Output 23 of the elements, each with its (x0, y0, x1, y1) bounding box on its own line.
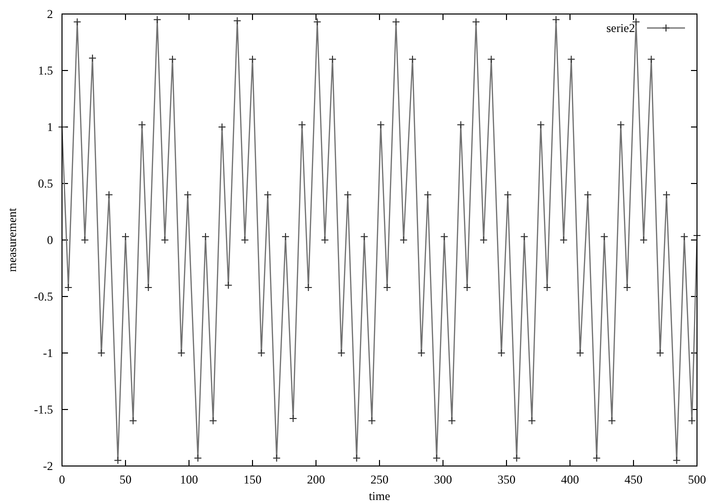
x-tick-label: 200 (307, 472, 325, 487)
y-tick-label: 1.5 (38, 63, 53, 78)
y-tick-label: 2 (47, 6, 53, 21)
x-tick-label: 50 (120, 472, 132, 487)
y-tick-label: 0 (47, 232, 53, 247)
x-tick-label: 150 (244, 472, 262, 487)
x-tick-label: 450 (624, 472, 642, 487)
x-tick-label: 0 (59, 472, 65, 487)
legend-label: serie2 (606, 21, 635, 35)
x-tick-label: 300 (434, 472, 452, 487)
y-tick-label: -1.5 (34, 402, 53, 416)
x-tick-label: 100 (180, 472, 198, 487)
x-tick-label: 500 (688, 472, 706, 487)
y-tick-label: 1 (47, 120, 53, 134)
x-tick-label: 250 (370, 472, 388, 487)
x-tick-label: 400 (561, 472, 579, 487)
x-axis-title: time (368, 489, 390, 503)
y-axis-title: measurement (5, 207, 19, 272)
y-tick-label: -1 (43, 346, 53, 360)
y-tick-label: -2 (43, 458, 53, 473)
y-tick-label: 0.5 (38, 176, 53, 190)
y-tick-label: -0.5 (34, 289, 53, 304)
x-tick-label: 350 (498, 472, 516, 487)
